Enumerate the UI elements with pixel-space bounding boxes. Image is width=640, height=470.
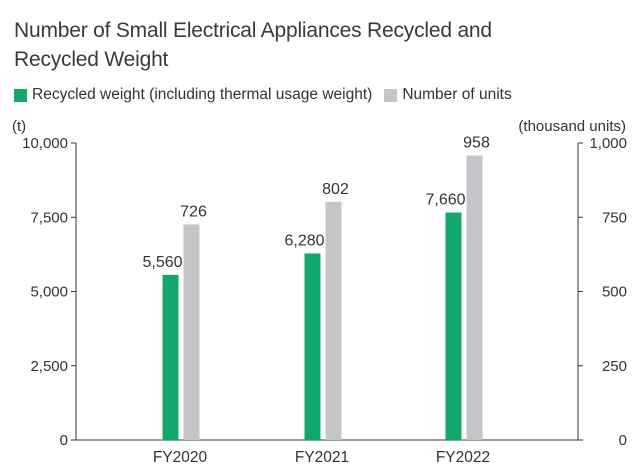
chart-title: Number of Small Electrical Appliances Re…: [14, 19, 492, 71]
x-axis-category-label: FY2022: [436, 449, 490, 466]
bar-units: [466, 155, 483, 440]
data-label-recycled-weight: 6,280: [284, 232, 324, 249]
legend-label-recycled-weight: Recycled weight (including thermal usage…: [32, 86, 373, 103]
legend-swatch-recycled-weight: [14, 88, 27, 102]
data-label-units: 958: [463, 134, 490, 151]
right-axis-tick-label: 250: [602, 358, 627, 375]
left-axis-tick-label: 5,000: [30, 284, 68, 301]
data-label-units: 726: [180, 203, 207, 220]
data-label-units: 802: [322, 181, 349, 198]
legend-swatch-units: [384, 88, 398, 102]
chart-legend: Recycled weight (including thermal usage…: [14, 86, 524, 104]
left-axis-tick-label: 0: [60, 432, 68, 449]
bar-units: [325, 201, 342, 440]
left-axis-tick-label: 10,000: [22, 135, 68, 152]
right-axis-tick-label: 0: [619, 432, 627, 449]
left-axis-unit: (t): [12, 118, 26, 135]
data-label-recycled-weight: 7,660: [425, 191, 465, 208]
left-axis-tick-label: 2,500: [30, 358, 68, 375]
right-axis-tick-label: 500: [602, 284, 627, 301]
x-axis-category-label: FY2020: [153, 449, 208, 466]
data-label-recycled-weight: 5,560: [142, 254, 182, 271]
bar-recycled-weight: [304, 253, 321, 440]
right-axis-unit: (thousand units): [518, 118, 626, 135]
right-axis-tick-label: 1,000: [589, 135, 627, 152]
legend-label-units: Number of units: [402, 86, 512, 103]
legend-item-units: Number of units: [384, 86, 512, 104]
bar-recycled-weight: [162, 274, 179, 440]
bar-recycled-weight: [445, 212, 462, 440]
bar-units: [183, 224, 200, 440]
legend-item-recycled-weight: Recycled weight (including thermal usage…: [14, 86, 372, 104]
x-axis-category-label: FY2021: [295, 449, 349, 466]
left-axis-tick-label: 7,500: [30, 209, 68, 226]
right-axis-tick-label: 750: [602, 209, 627, 226]
